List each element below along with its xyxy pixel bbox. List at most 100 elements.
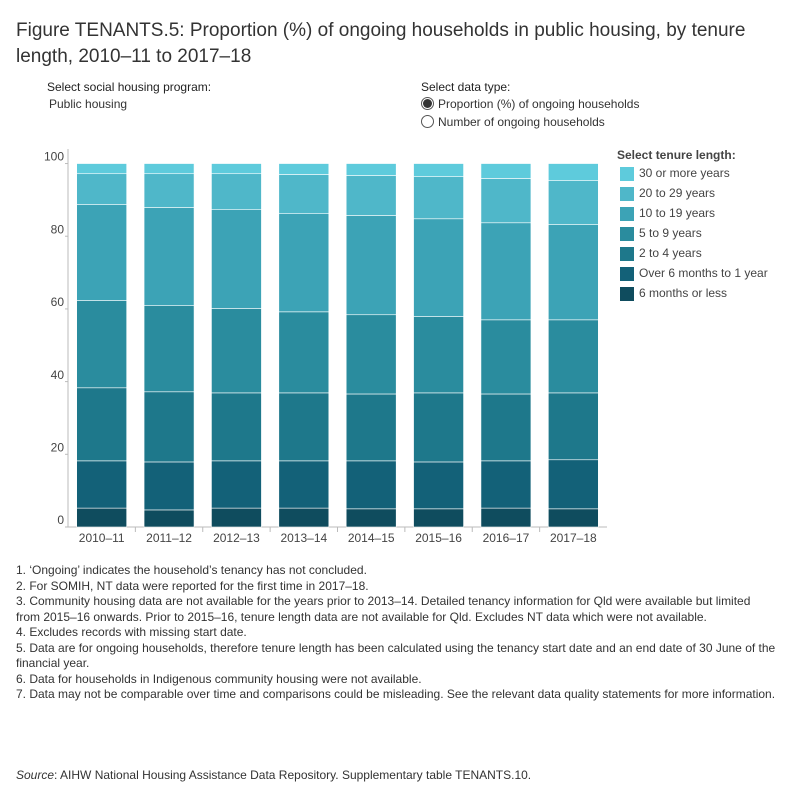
x-tick-label: 2012–13 bbox=[213, 531, 260, 545]
bar-segment bbox=[143, 391, 195, 463]
bar-segment bbox=[345, 393, 397, 462]
bar-segment bbox=[480, 178, 532, 224]
legend-label: 20 to 29 years bbox=[639, 186, 715, 200]
y-tick-label: 0 bbox=[57, 513, 64, 527]
bar-segment bbox=[480, 222, 532, 321]
bar-segment bbox=[413, 392, 464, 463]
y-tick-label: 100 bbox=[44, 150, 64, 164]
x-tick-label: 2015–16 bbox=[415, 531, 462, 545]
program-label: Select social housing program: bbox=[47, 80, 212, 94]
option-text: Proportion (%) of ongoing households bbox=[438, 96, 640, 111]
bar-segment bbox=[548, 180, 599, 225]
bar-segment bbox=[211, 173, 262, 210]
bar-segment bbox=[345, 508, 397, 528]
y-tick-label: 20 bbox=[51, 440, 65, 454]
x-tick-label: 2014–15 bbox=[348, 531, 395, 545]
data-type-option[interactable]: Proportion (%) of ongoing households bbox=[421, 95, 639, 112]
bar-segment bbox=[76, 204, 127, 301]
bar-segment bbox=[211, 308, 262, 394]
bar-segment bbox=[345, 215, 397, 316]
note: 7. Data may not be comparable over time … bbox=[16, 687, 776, 701]
bar-segment bbox=[76, 387, 127, 462]
legend-swatch bbox=[620, 167, 634, 181]
legend-swatch bbox=[620, 207, 634, 221]
y-tick-label: 80 bbox=[51, 222, 65, 236]
option-text: Number of ongoing households bbox=[438, 114, 605, 129]
radio[interactable] bbox=[421, 115, 434, 128]
bar-segment bbox=[278, 392, 330, 462]
y-tick-label: 60 bbox=[51, 295, 65, 309]
notes: 1. ‘Ongoing’ indicates the household’s t… bbox=[16, 563, 776, 703]
legend-swatch bbox=[620, 187, 634, 201]
bar-segment bbox=[345, 460, 397, 510]
radio[interactable] bbox=[421, 97, 434, 110]
bar-segment bbox=[143, 461, 195, 511]
bar-segment bbox=[76, 300, 127, 389]
legend-label: 10 to 19 years bbox=[639, 206, 715, 220]
bar-segment bbox=[548, 224, 599, 321]
x-tick-label: 2010–11 bbox=[79, 531, 125, 545]
x-tick-label: 2013–14 bbox=[280, 531, 327, 545]
data-type-label: Select data type: bbox=[421, 80, 511, 94]
legend-label: 5 to 9 years bbox=[639, 226, 702, 240]
bar-segment bbox=[76, 507, 127, 528]
bar-segment bbox=[211, 209, 262, 309]
data-type-option[interactable]: Number of ongoing households bbox=[421, 113, 605, 130]
legend-label: 2 to 4 years bbox=[639, 246, 702, 260]
bar-segment bbox=[548, 319, 599, 394]
bar-segment bbox=[211, 163, 262, 175]
bar-segment bbox=[413, 461, 464, 510]
source-text: : AIHW National Housing Assistance Data … bbox=[54, 768, 532, 782]
legend-label: Over 6 months to 1 year bbox=[639, 266, 768, 280]
legend-swatch bbox=[620, 247, 634, 261]
bar-segment bbox=[480, 460, 532, 509]
note: 1. ‘Ongoing’ indicates the household’s t… bbox=[16, 563, 367, 577]
bar-segment bbox=[76, 163, 127, 175]
legend-swatch bbox=[620, 287, 634, 301]
bar-segment bbox=[345, 163, 397, 176]
bar-segment bbox=[143, 305, 195, 393]
bar-segment bbox=[211, 392, 262, 462]
note: 4. Excludes records with missing start d… bbox=[16, 625, 247, 639]
bar-segment bbox=[548, 508, 599, 528]
note: 2. For SOMIH, NT data were reported for … bbox=[16, 578, 369, 593]
bar-segment bbox=[413, 176, 464, 220]
page-title: Figure TENANTS.5: Proportion (%) of ongo… bbox=[16, 20, 746, 67]
bar-segment bbox=[211, 507, 262, 528]
bar-segment bbox=[413, 316, 464, 394]
legend-swatch bbox=[620, 227, 634, 241]
bar-segment bbox=[413, 163, 464, 177]
bar-segment bbox=[143, 163, 195, 175]
bar-segment bbox=[143, 509, 195, 528]
x-tick-label: 2017–18 bbox=[550, 531, 597, 545]
legend-title: Select tenure length: bbox=[617, 148, 736, 162]
note: 5. Data are for ongoing households, ther… bbox=[16, 640, 776, 671]
bar-segment bbox=[143, 173, 195, 208]
bar-segment bbox=[413, 508, 464, 528]
bar-segment bbox=[278, 311, 330, 394]
bar-segment bbox=[278, 213, 330, 313]
bar-segment bbox=[480, 319, 532, 395]
bar-segment bbox=[278, 460, 330, 509]
bar-segment bbox=[278, 174, 330, 214]
legend-label: 30 or more years bbox=[639, 166, 730, 180]
bar-segment bbox=[548, 163, 599, 181]
chart: 0 20 40 60 80 100 2010–11 2011–12 2012–13 2013–14… bbox=[44, 148, 768, 545]
note: 3. Community housing data are not availa… bbox=[16, 594, 751, 624]
bar-segment bbox=[76, 460, 127, 509]
bar-segment bbox=[278, 163, 330, 175]
bar-segment bbox=[278, 507, 330, 528]
x-tick-label: 2011–12 bbox=[146, 531, 192, 545]
note: 6. Data for households in Indigenous com… bbox=[16, 671, 422, 686]
bar-segment bbox=[548, 392, 599, 461]
legend-swatch bbox=[620, 267, 634, 281]
bar-segment bbox=[211, 460, 262, 509]
bar-segment bbox=[548, 459, 599, 510]
bar-segment bbox=[345, 175, 397, 216]
program-value[interactable]: Public housing bbox=[49, 96, 128, 111]
bar-segment bbox=[76, 173, 127, 205]
source: Source: AIHW National Housing Assistance… bbox=[16, 768, 531, 782]
bar-segment bbox=[480, 393, 532, 462]
bar-segment bbox=[143, 207, 195, 306]
